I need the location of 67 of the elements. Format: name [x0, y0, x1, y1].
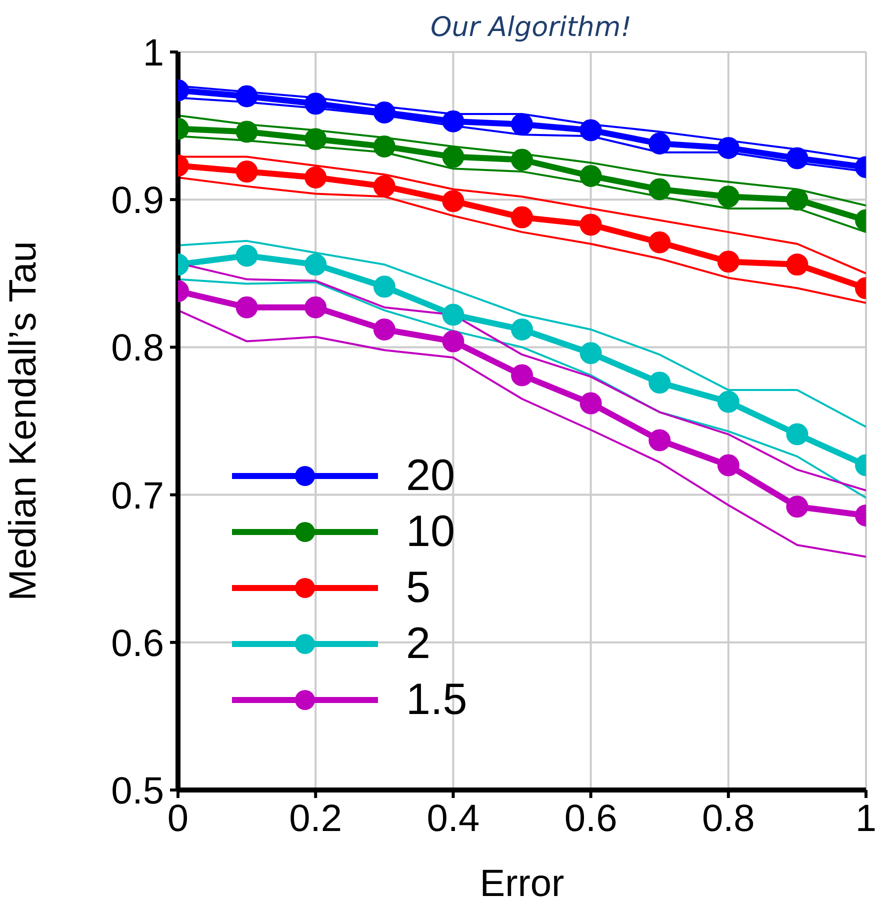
point [304, 296, 327, 318]
point [373, 135, 396, 158]
y-tick-label: 0.5 [111, 770, 164, 812]
point [442, 330, 464, 352]
point [304, 254, 327, 276]
point [511, 113, 533, 136]
point [442, 146, 464, 168]
point [648, 132, 671, 155]
point [236, 85, 258, 108]
point [511, 318, 533, 340]
point [580, 342, 602, 364]
point [236, 244, 258, 267]
point [717, 186, 740, 208]
y-tick-label: 0.8 [111, 328, 164, 370]
point [511, 148, 533, 171]
point [648, 372, 671, 394]
legend-label: 20 [406, 451, 455, 501]
point [373, 175, 396, 198]
point [786, 188, 808, 211]
chart-title: Our Algorithm! [429, 12, 633, 43]
x-tick-label: 0.4 [426, 798, 480, 840]
line-series [178, 309, 866, 558]
point [717, 136, 740, 159]
point [304, 128, 327, 150]
point [717, 390, 740, 413]
point [648, 178, 671, 200]
x-tick-label: 0.6 [564, 798, 618, 840]
x-tick-label: 1 [855, 798, 877, 840]
point [580, 392, 602, 414]
point [373, 318, 396, 340]
point [648, 231, 671, 254]
y-tick-label: 1 [142, 32, 164, 74]
point [304, 166, 327, 188]
point [717, 454, 740, 476]
y-tick-label: 0.7 [111, 475, 164, 518]
point [236, 160, 258, 183]
x-tick-label: 0.2 [289, 798, 342, 840]
point [786, 147, 808, 170]
point [786, 254, 808, 276]
point [511, 364, 533, 386]
point [717, 250, 740, 273]
legend-label: 1.5 [406, 675, 468, 725]
point [373, 102, 396, 124]
point [236, 120, 258, 143]
point [442, 190, 464, 212]
point [442, 304, 464, 326]
x-axis-title: Error [480, 863, 565, 905]
point [580, 119, 602, 142]
legend-label: 2 [406, 619, 430, 669]
point [580, 214, 602, 236]
point [648, 429, 671, 452]
point [511, 206, 533, 228]
y-tick-label: 0.6 [111, 622, 164, 665]
y-tick-label: 0.9 [111, 180, 164, 222]
legend-label: 5 [406, 563, 430, 613]
point [304, 92, 327, 115]
line-series [178, 240, 866, 428]
point [786, 496, 808, 518]
point [442, 110, 464, 132]
x-tick-label: 0.8 [702, 798, 755, 840]
point [786, 423, 808, 446]
point [580, 164, 602, 187]
legend-label: 10 [406, 507, 455, 557]
y-axis-title: Median Kendall’s Tau [2, 241, 44, 601]
point [373, 276, 396, 298]
point [236, 296, 258, 318]
x-tick-label: 0 [167, 798, 189, 840]
